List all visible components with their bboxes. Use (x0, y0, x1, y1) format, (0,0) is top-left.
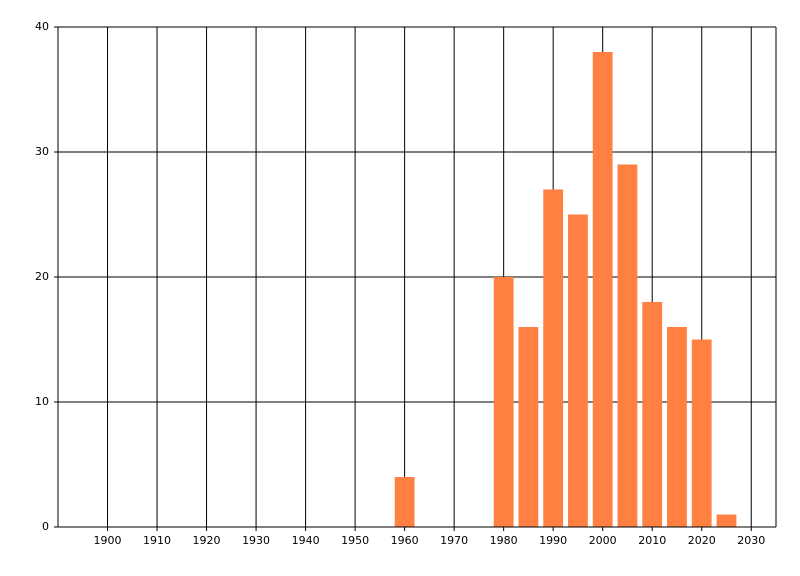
y-tick-label: 30 (35, 145, 49, 158)
x-tick-label: 2020 (688, 534, 716, 547)
x-tick-label: 2030 (737, 534, 765, 547)
bar (716, 514, 737, 527)
x-tick-label: 1910 (143, 534, 171, 547)
x-tick-label: 1950 (341, 534, 369, 547)
x-tick-label: 1990 (539, 534, 567, 547)
x-tick-label: 2000 (589, 534, 617, 547)
bar (394, 477, 415, 527)
y-tick-label: 40 (35, 20, 49, 33)
bar (667, 327, 687, 527)
x-tick-label: 1930 (242, 534, 270, 547)
bar (493, 277, 514, 527)
y-tick-label: 10 (35, 395, 49, 408)
x-tick-label: 1900 (94, 534, 122, 547)
bar (543, 189, 564, 527)
x-tick-label: 1960 (391, 534, 419, 547)
bar (691, 339, 712, 527)
bar (568, 214, 588, 527)
bar (642, 302, 663, 527)
bar-layer (394, 52, 737, 527)
x-tick-label: 2010 (638, 534, 666, 547)
y-tick-label: 0 (42, 520, 49, 533)
bar (592, 52, 613, 527)
bar (518, 327, 539, 527)
bar (617, 164, 638, 527)
x-tick-label: 1980 (490, 534, 518, 547)
x-tick-label: 1920 (193, 534, 221, 547)
y-tick-label: 20 (35, 270, 49, 283)
x-tick-label: 1970 (440, 534, 468, 547)
x-tick-label: 1940 (292, 534, 320, 547)
